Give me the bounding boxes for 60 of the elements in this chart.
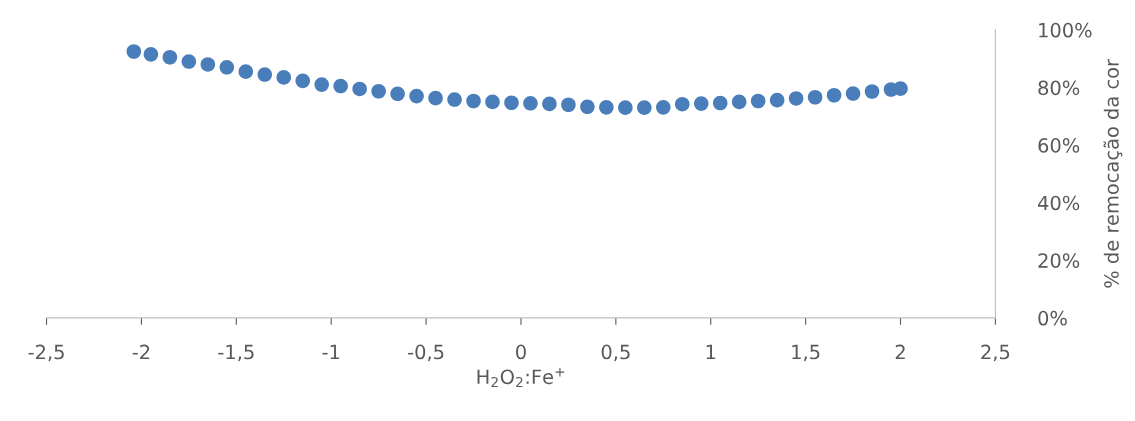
point	[826, 87, 842, 103]
point	[656, 100, 671, 115]
x-tick-label: 2,5	[981, 344, 1010, 362]
point	[333, 78, 348, 94]
y-tick-label: 20%	[1038, 253, 1080, 268]
point	[409, 88, 424, 104]
point	[580, 99, 595, 115]
y-tick-label: 0%	[1038, 310, 1067, 326]
point	[238, 64, 254, 79]
point	[428, 90, 443, 106]
point	[674, 96, 690, 112]
point	[864, 84, 880, 99]
point	[276, 70, 292, 85]
point	[314, 77, 329, 92]
point	[542, 96, 557, 112]
y-tick-label: 60%	[1038, 138, 1080, 153]
x-tick-label: -2,5	[28, 344, 64, 362]
point	[295, 73, 311, 89]
x-tick-label: 0	[516, 344, 526, 360]
point	[637, 100, 652, 115]
point	[523, 96, 538, 111]
point	[181, 54, 197, 69]
point	[485, 94, 500, 110]
point	[143, 47, 159, 62]
point	[200, 57, 216, 72]
point	[750, 93, 766, 109]
x-tick-label: 1	[706, 344, 716, 360]
point	[219, 60, 235, 75]
y-axis-title: % de remocação da cor	[1103, 58, 1123, 288]
point	[561, 97, 576, 113]
point	[390, 86, 405, 102]
point	[352, 81, 367, 97]
point	[618, 100, 633, 115]
x-tick-label: 2	[895, 344, 905, 360]
x-tick-label: -1,5	[218, 344, 254, 362]
point	[447, 92, 462, 107]
x-axis-title: H$_{2}$O$_{2}$:Fe$^{+}$	[477, 367, 565, 388]
point	[126, 44, 142, 59]
y-tick-label: 100%	[1039, 22, 1092, 38]
x-tick-label: -1	[322, 344, 340, 360]
x-tick-label: 1,5	[792, 344, 820, 362]
point	[693, 96, 709, 111]
point	[769, 92, 785, 108]
point	[731, 94, 747, 110]
point	[893, 81, 908, 96]
x-tick-label: -0,5	[408, 344, 444, 362]
point	[257, 67, 273, 82]
point	[504, 95, 519, 111]
point	[466, 93, 481, 109]
point	[371, 83, 386, 99]
point	[599, 100, 614, 115]
x-tick-label: -2	[132, 344, 150, 360]
point	[788, 91, 804, 106]
point	[162, 49, 178, 65]
point	[807, 89, 823, 105]
point	[845, 86, 861, 101]
y-tick-label: 80%	[1038, 80, 1080, 96]
x-tick-label: 0,5	[601, 344, 630, 362]
point	[712, 95, 728, 111]
y-tick-label: 40%	[1038, 195, 1080, 211]
